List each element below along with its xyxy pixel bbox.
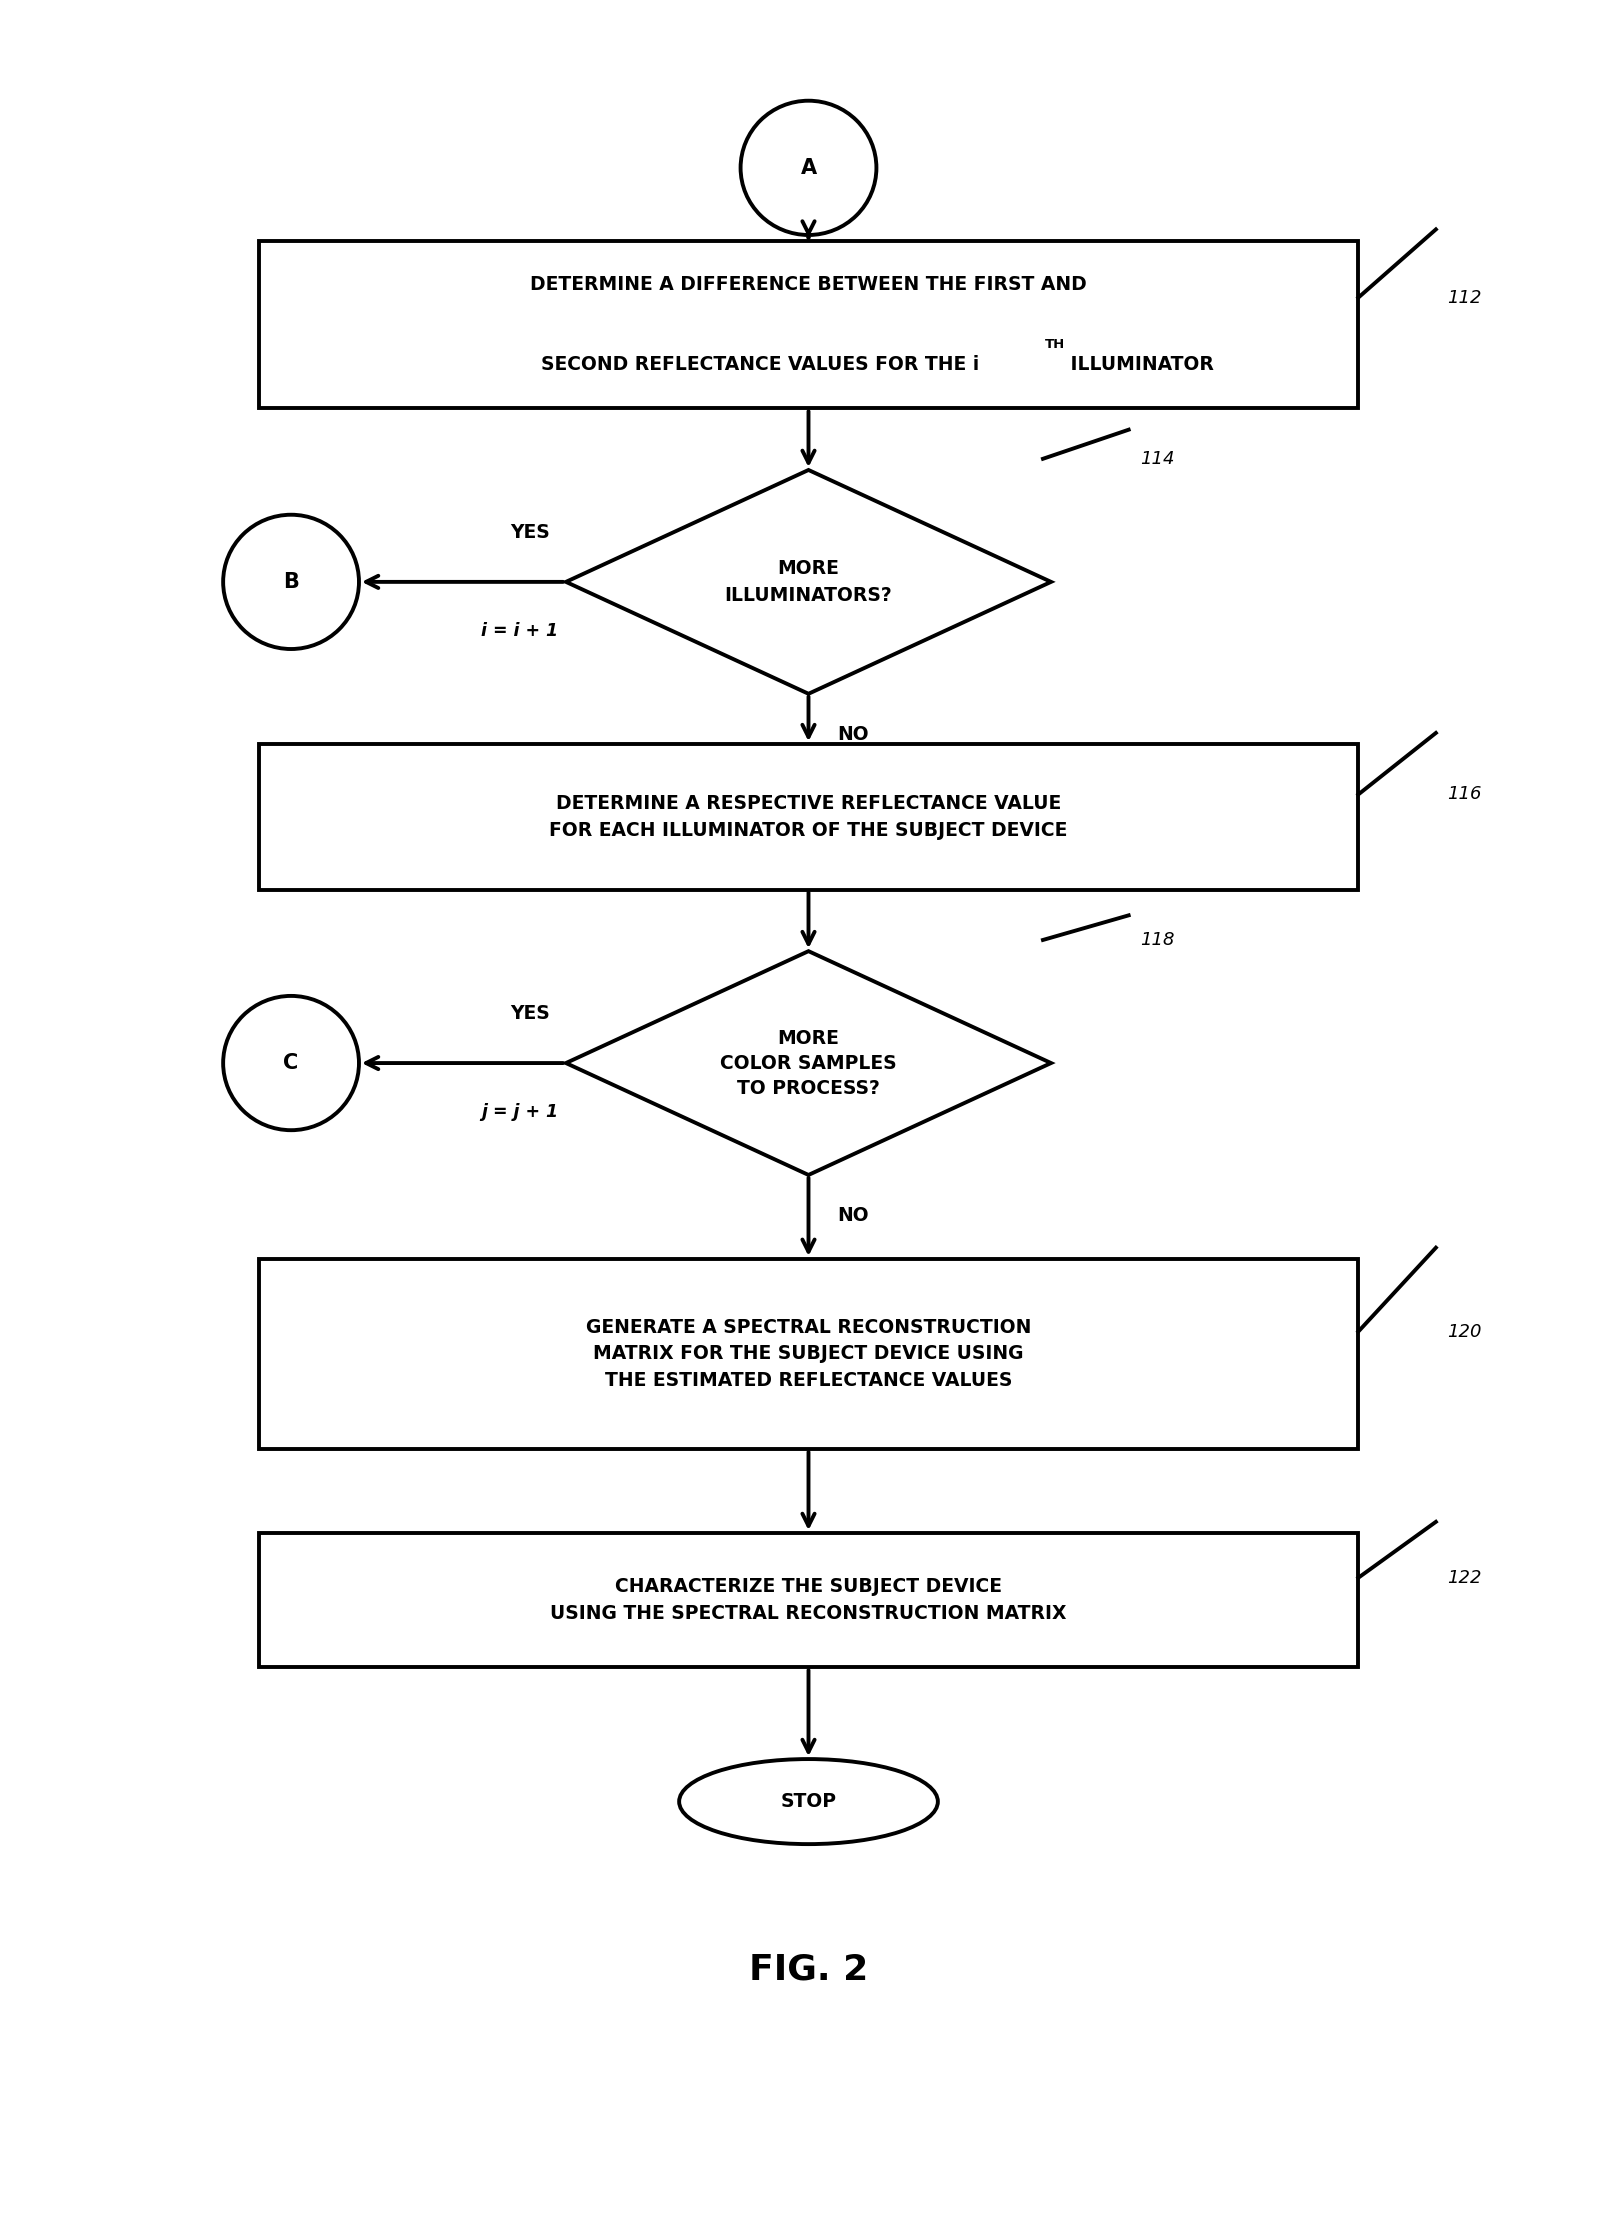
Polygon shape [566, 951, 1051, 1175]
Text: C: C [283, 1054, 299, 1072]
Text: 116: 116 [1447, 786, 1481, 803]
Text: MORE
ILLUMINATORS?: MORE ILLUMINATORS? [724, 560, 893, 604]
Text: 114: 114 [1140, 450, 1174, 468]
Text: A: A [800, 159, 817, 177]
Ellipse shape [223, 515, 359, 649]
Text: CHARACTERIZE THE SUBJECT DEVICE
USING THE SPECTRAL RECONSTRUCTION MATRIX: CHARACTERIZE THE SUBJECT DEVICE USING TH… [550, 1578, 1067, 1623]
Text: 122: 122 [1447, 1569, 1481, 1587]
Text: GENERATE A SPECTRAL RECONSTRUCTION
MATRIX FOR THE SUBJECT DEVICE USING
THE ESTIM: GENERATE A SPECTRAL RECONSTRUCTION MATRI… [585, 1318, 1032, 1390]
Text: 120: 120 [1447, 1323, 1481, 1341]
FancyBboxPatch shape [259, 1533, 1358, 1667]
Text: B: B [283, 573, 299, 591]
Polygon shape [566, 470, 1051, 694]
Text: MORE
COLOR SAMPLES
TO PROCESS?: MORE COLOR SAMPLES TO PROCESS? [720, 1029, 897, 1097]
FancyBboxPatch shape [259, 242, 1358, 407]
Ellipse shape [679, 1759, 938, 1844]
FancyBboxPatch shape [259, 743, 1358, 891]
Text: SECOND REFLECTANCE VALUES FOR THE i: SECOND REFLECTANCE VALUES FOR THE i [540, 356, 980, 374]
Ellipse shape [741, 101, 876, 235]
Text: ILLUMINATOR: ILLUMINATOR [1064, 356, 1214, 374]
Text: 118: 118 [1140, 931, 1174, 949]
Text: DETERMINE A DIFFERENCE BETWEEN THE FIRST AND: DETERMINE A DIFFERENCE BETWEEN THE FIRST… [530, 275, 1087, 293]
Text: NO: NO [838, 725, 870, 743]
Text: TH: TH [1045, 338, 1066, 351]
FancyBboxPatch shape [259, 1258, 1358, 1450]
Text: i = i + 1: i = i + 1 [480, 622, 558, 640]
Text: 112: 112 [1447, 289, 1481, 307]
Text: FIG. 2: FIG. 2 [749, 1952, 868, 1987]
Text: YES: YES [509, 524, 550, 542]
Text: DETERMINE A RESPECTIVE REFLECTANCE VALUE
FOR EACH ILLUMINATOR OF THE SUBJECT DEV: DETERMINE A RESPECTIVE REFLECTANCE VALUE… [550, 794, 1067, 839]
Text: NO: NO [838, 1206, 870, 1224]
Text: STOP: STOP [781, 1793, 836, 1811]
Text: j = j + 1: j = j + 1 [480, 1103, 558, 1121]
Text: YES: YES [509, 1005, 550, 1023]
Ellipse shape [223, 996, 359, 1130]
